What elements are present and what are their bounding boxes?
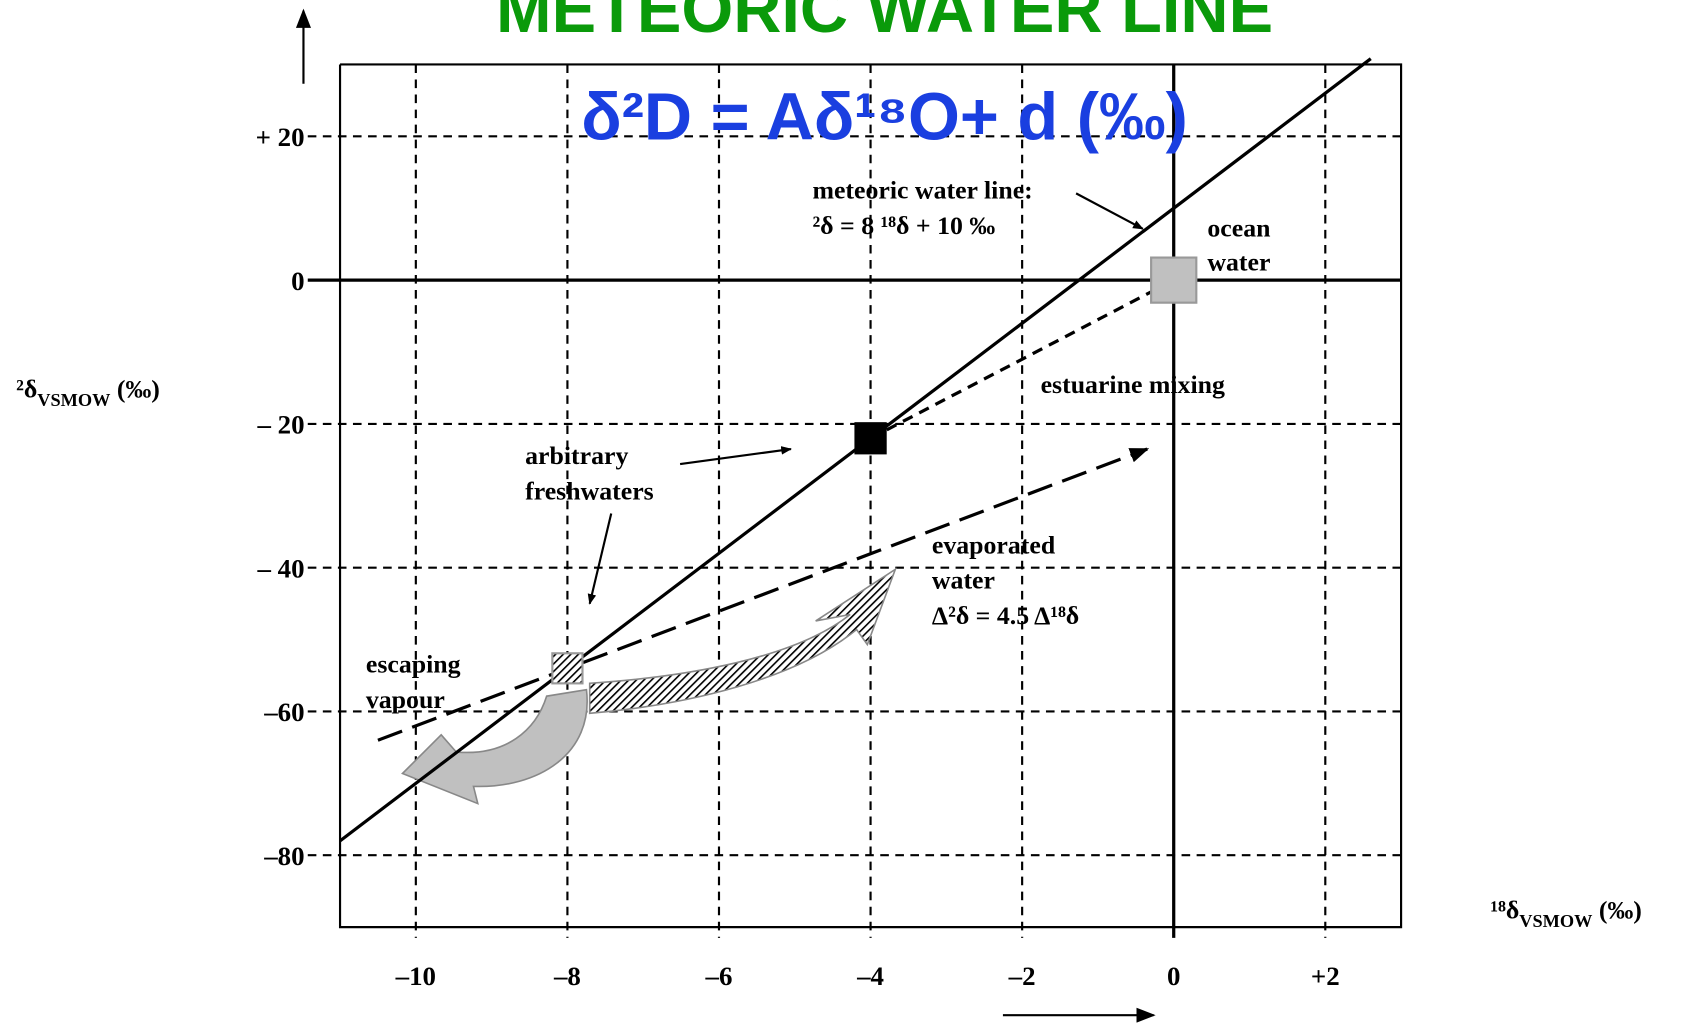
x-tick-label: –10 [395, 961, 436, 991]
y-tick-label: – 40 [256, 553, 304, 583]
annotation: vapour [366, 685, 445, 714]
data-point [854, 422, 887, 455]
y-tick-label: –80 [263, 841, 304, 871]
annotation: freshwaters [525, 477, 654, 506]
x-axis-label: ¹⁸δVSMOW (‰) [1490, 896, 1641, 932]
plot-frame [338, 63, 1403, 929]
y-tick-label: –60 [263, 697, 304, 727]
annotation: water [1207, 248, 1270, 277]
evaporation-arrow [588, 567, 897, 715]
vapour-arrow [401, 688, 588, 805]
grid [307, 63, 1403, 938]
series-line [869, 278, 1175, 440]
labels: + 20 0 – 20 – 40 –60 –80 –10 –8 –6 –4 –2 0 +2 meteori… [256, 122, 1340, 991]
y-tick-label: – 20 [256, 410, 304, 440]
y-axis-label: ²δVSMOW (‰) [16, 375, 160, 411]
x-label-part: ¹⁸δ [1490, 896, 1519, 925]
x-tick-label: –2 [1008, 961, 1036, 991]
pointer-arrow [1075, 192, 1144, 230]
series-line [377, 447, 1150, 742]
annotation: escaping [366, 650, 461, 679]
data-point [551, 652, 584, 685]
y-tick-label: 0 [291, 266, 304, 296]
x-tick-label: –8 [553, 961, 581, 991]
annotation: arbitrary [525, 441, 628, 470]
annotation: ocean [1207, 213, 1270, 242]
annotation: water [932, 566, 995, 595]
chart-subtitle: δ²D = Aδ¹⁸O+ d (‰) [581, 81, 1188, 155]
annotation: ²δ = 8 ¹⁸δ + 10 ‰ [812, 211, 995, 240]
annotation: evaporated [932, 530, 1056, 559]
x-tick-label: 0 [1167, 961, 1180, 991]
y-tick-label: + 20 [256, 122, 305, 152]
annotation: Δ²δ = 4.5 Δ¹⁸δ [932, 601, 1079, 630]
pointer-arrow [679, 446, 792, 466]
chart-title: METEORIC WATER LINE [496, 0, 1273, 47]
x-label-part: (‰) [1599, 896, 1642, 925]
plot-root: + 20 0 – 20 – 40 –60 –80 –10 –8 –6 –4 –2 0 +2 meteori… [16, 0, 1642, 1023]
annotation: meteoric water line: [812, 176, 1032, 205]
decorations [295, 8, 1156, 1023]
x-tick-label: –4 [856, 961, 884, 991]
pointer-arrow [587, 513, 613, 605]
x-tick-label: –6 [705, 961, 733, 991]
y-label-part: (‰) [117, 375, 160, 404]
y-label-part: VSMOW [37, 390, 110, 410]
annotation: estuarine mixing [1041, 370, 1225, 399]
y-label-part: ²δ [16, 375, 37, 404]
x-label-part: VSMOW [1519, 911, 1592, 931]
points [551, 256, 1198, 685]
x-tick-label: +2 [1311, 961, 1340, 991]
data-point [1150, 256, 1198, 304]
